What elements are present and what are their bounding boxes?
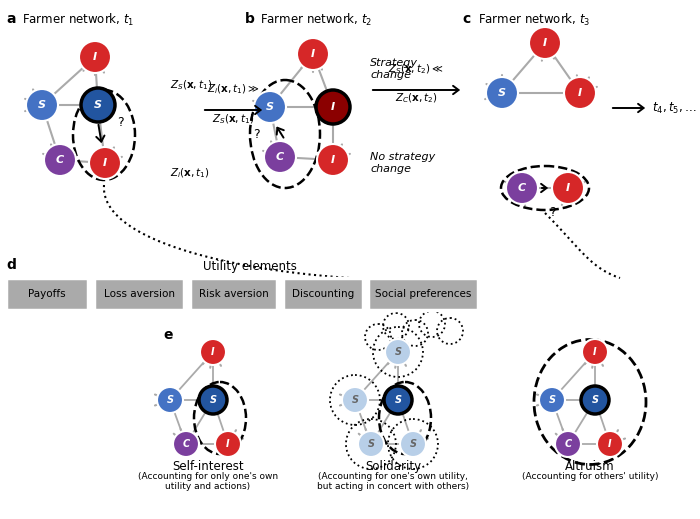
Circle shape <box>44 144 76 176</box>
Text: Discounting: Discounting <box>292 289 354 299</box>
Circle shape <box>342 387 368 413</box>
Circle shape <box>157 387 183 413</box>
Text: I: I <box>543 38 547 48</box>
FancyBboxPatch shape <box>283 278 363 310</box>
Circle shape <box>400 431 426 457</box>
Text: I: I <box>311 49 315 59</box>
Text: Social preferences: Social preferences <box>374 289 471 299</box>
Text: (Accounting for one's own utility,
but acting in concert with others): (Accounting for one's own utility, but a… <box>317 472 469 491</box>
Circle shape <box>316 90 350 124</box>
Circle shape <box>254 91 286 123</box>
Text: S: S <box>410 439 416 449</box>
Text: ?: ? <box>253 129 259 142</box>
Text: $Z_S(\mathbf{x}, t_2) \ll$: $Z_S(\mathbf{x}, t_2) \ll$ <box>389 62 444 76</box>
Text: Altruism: Altruism <box>565 460 615 473</box>
Text: d: d <box>6 258 16 272</box>
Circle shape <box>215 431 241 457</box>
Text: I: I <box>578 88 582 98</box>
Text: C: C <box>56 155 64 165</box>
Text: Farmer network, $t_2$: Farmer network, $t_2$ <box>260 12 372 28</box>
FancyBboxPatch shape <box>368 278 478 310</box>
Text: Loss aversion: Loss aversion <box>104 289 174 299</box>
Text: S: S <box>94 100 102 110</box>
Circle shape <box>385 339 411 365</box>
Circle shape <box>555 431 581 457</box>
Circle shape <box>26 89 58 121</box>
Text: I: I <box>226 439 230 449</box>
Circle shape <box>529 27 561 59</box>
Circle shape <box>384 386 412 414</box>
Text: S: S <box>38 100 46 110</box>
Text: S: S <box>209 395 216 405</box>
Text: No strategy
change: No strategy change <box>370 152 435 173</box>
Text: I: I <box>93 52 97 62</box>
Circle shape <box>552 172 584 204</box>
Text: $Z_i(\mathbf{x}, t_1)$: $Z_i(\mathbf{x}, t_1)$ <box>170 166 210 180</box>
Text: C: C <box>518 183 526 193</box>
Text: (Accounting for others' utility): (Accounting for others' utility) <box>522 472 658 481</box>
Text: S: S <box>395 347 402 357</box>
Text: I: I <box>608 439 612 449</box>
Circle shape <box>199 386 227 414</box>
Text: Farmer network, $t_3$: Farmer network, $t_3$ <box>478 12 590 28</box>
Text: I: I <box>593 347 597 357</box>
Circle shape <box>597 431 623 457</box>
Circle shape <box>486 77 518 109</box>
Circle shape <box>173 431 199 457</box>
Text: (Accounting for only one's own
utility and actions): (Accounting for only one's own utility a… <box>138 472 278 491</box>
Circle shape <box>79 41 111 73</box>
Circle shape <box>297 38 329 70</box>
Text: Farmer network, $t_1$: Farmer network, $t_1$ <box>22 12 134 28</box>
Circle shape <box>539 387 565 413</box>
Text: Risk aversion: Risk aversion <box>199 289 268 299</box>
FancyBboxPatch shape <box>6 278 88 310</box>
Text: $Z_S(\mathbf{x}, t_1)$: $Z_S(\mathbf{x}, t_1)$ <box>170 78 212 92</box>
Text: S: S <box>266 102 274 112</box>
Text: S: S <box>549 395 556 405</box>
Circle shape <box>581 386 609 414</box>
Text: S: S <box>167 395 174 405</box>
Text: I: I <box>566 183 570 193</box>
Text: Solidarity: Solidarity <box>365 460 421 473</box>
Text: Strategy
change: Strategy change <box>370 58 418 79</box>
Circle shape <box>81 88 115 122</box>
Text: b: b <box>245 12 255 26</box>
Text: I: I <box>331 155 335 165</box>
Text: Payoffs: Payoffs <box>28 289 66 299</box>
Circle shape <box>200 339 226 365</box>
Text: C: C <box>276 152 284 162</box>
FancyBboxPatch shape <box>190 278 277 310</box>
Text: S: S <box>351 395 358 405</box>
Text: C: C <box>183 439 190 449</box>
Text: $Z_S(\mathbf{x}, t_1)$: $Z_S(\mathbf{x}, t_1)$ <box>212 112 255 126</box>
Circle shape <box>564 77 596 109</box>
Text: C: C <box>564 439 572 449</box>
Text: S: S <box>498 88 506 98</box>
Text: c: c <box>462 12 470 26</box>
Text: I: I <box>103 158 107 168</box>
Text: S: S <box>592 395 598 405</box>
Text: $t_4, t_5, \ldots$: $t_4, t_5, \ldots$ <box>652 101 696 116</box>
Text: Self-interest: Self-interest <box>172 460 244 473</box>
Circle shape <box>264 141 296 173</box>
Text: S: S <box>395 395 402 405</box>
Text: $Z_i(\mathbf{x}, t_1) \gg$: $Z_i(\mathbf{x}, t_1) \gg$ <box>207 83 260 96</box>
Text: $Z_C(\mathbf{x}, t_2)$: $Z_C(\mathbf{x}, t_2)$ <box>395 91 438 105</box>
Circle shape <box>358 431 384 457</box>
Circle shape <box>317 144 349 176</box>
Text: ?: ? <box>549 206 555 219</box>
Text: ?: ? <box>117 116 123 130</box>
Text: e: e <box>163 328 172 342</box>
Text: Utility elements: Utility elements <box>203 260 297 273</box>
FancyBboxPatch shape <box>94 278 184 310</box>
Text: S: S <box>368 439 374 449</box>
Circle shape <box>582 339 608 365</box>
Circle shape <box>89 147 121 179</box>
Text: I: I <box>331 102 335 112</box>
Text: I: I <box>211 347 215 357</box>
Text: a: a <box>6 12 15 26</box>
Circle shape <box>506 172 538 204</box>
